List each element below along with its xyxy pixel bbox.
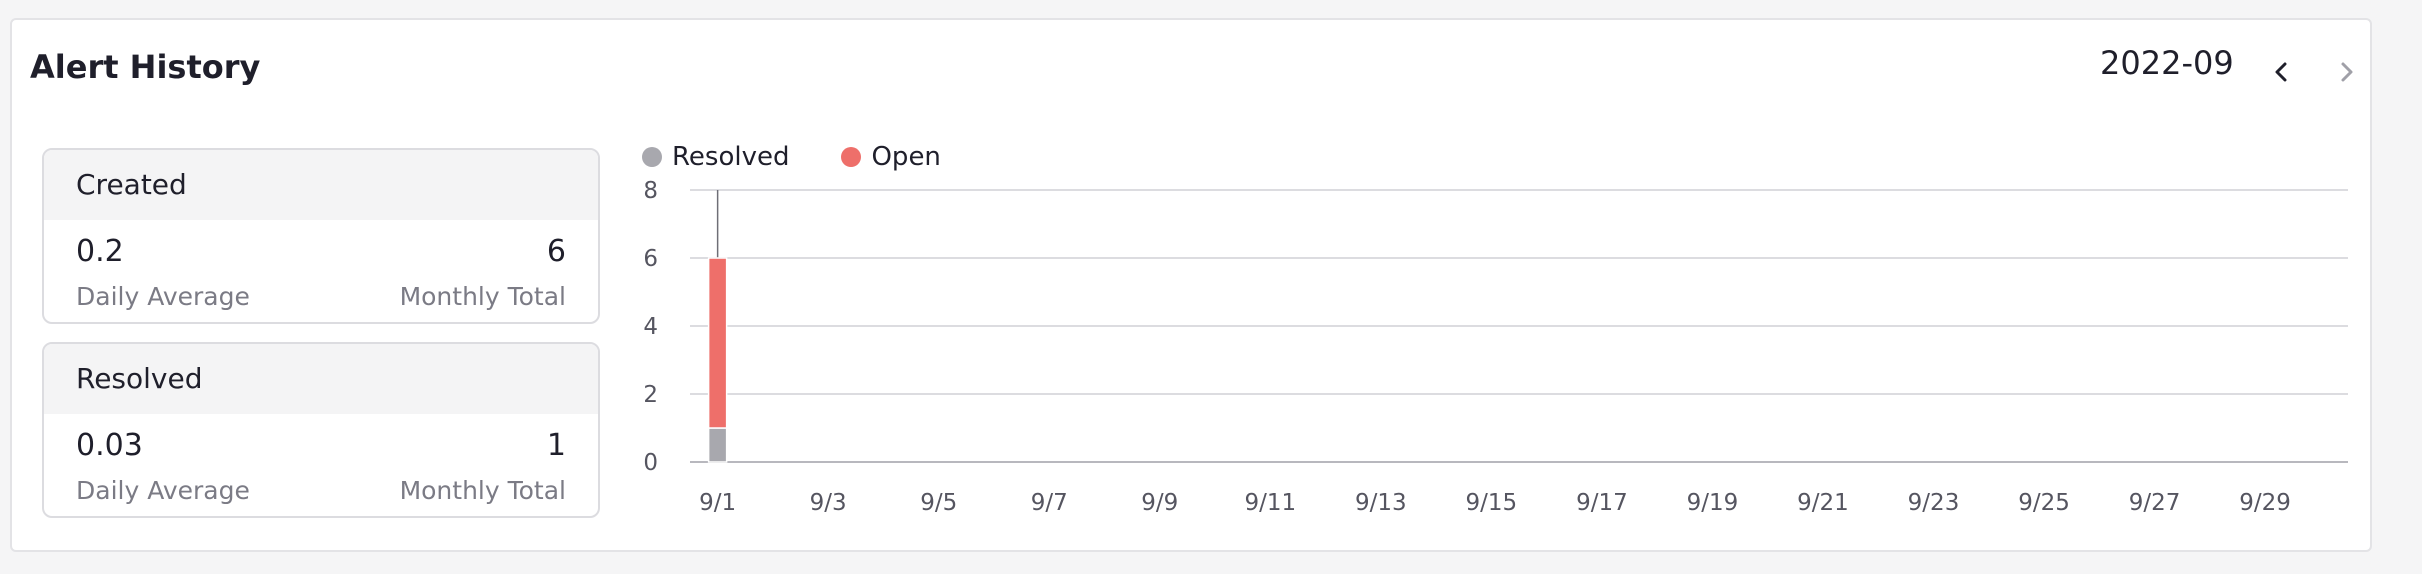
legend-dot-open (841, 147, 862, 167)
y-tick-label: 0 (643, 450, 658, 476)
x-tick-label: 9/25 (2018, 490, 2070, 516)
legend-label-resolved: Resolved (672, 142, 790, 172)
resolved-monthly-total-caption: Monthly Total (399, 476, 566, 505)
resolved-stat-card: Resolved 0.03 1 Daily Average Monthly To… (42, 342, 600, 518)
resolved-daily-average-value: 0.03 (76, 428, 143, 463)
created-daily-average-value: 0.2 (76, 234, 124, 269)
x-tick-label: 9/27 (2129, 490, 2181, 516)
panel-title: Alert History (30, 48, 261, 86)
x-tick-label: 9/7 (1031, 490, 1068, 516)
chevron-right-icon (2341, 62, 2353, 82)
created-daily-average-caption: Daily Average (76, 282, 250, 311)
x-tick-label: 9/1 (699, 490, 736, 516)
x-tick-label: 9/17 (1576, 490, 1628, 516)
x-tick-label: 9/5 (920, 490, 957, 516)
resolved-stat-label: Resolved (44, 344, 598, 414)
chart-legend: Resolved Open (642, 142, 993, 172)
bar-open (707, 257, 728, 429)
created-stat-label: Created (44, 150, 598, 220)
chevron-left-icon (2275, 62, 2287, 82)
bar-resolved (707, 427, 728, 463)
x-tick-label: 9/21 (1797, 490, 1849, 516)
y-tick-label: 2 (643, 382, 658, 408)
y-tick-label: 6 (643, 246, 658, 272)
y-tick-label: 4 (643, 314, 658, 340)
created-monthly-total-caption: Monthly Total (399, 282, 566, 311)
created-monthly-total-value: 6 (546, 234, 566, 269)
legend-item-resolved[interactable]: Resolved (642, 142, 789, 172)
month-label: 2022-09 (2100, 44, 2234, 82)
x-tick-label: 9/15 (1466, 490, 1518, 516)
x-tick-label: 9/9 (1141, 490, 1178, 516)
next-month-button[interactable] (2326, 52, 2366, 92)
y-tick-label: 8 (643, 178, 658, 204)
resolved-monthly-total-value: 1 (546, 428, 566, 463)
x-tick-label: 9/3 (810, 490, 847, 516)
x-tick-label: 9/13 (1355, 490, 1407, 516)
x-tick-label: 9/23 (1908, 490, 1960, 516)
x-tick-label: 9/11 (1244, 490, 1296, 516)
created-stat-card: Created 0.2 6 Daily Average Monthly Tota… (42, 148, 600, 324)
resolved-daily-average-caption: Daily Average (76, 476, 250, 505)
legend-item-open[interactable]: Open (841, 142, 941, 172)
x-tick-label: 9/19 (1687, 490, 1739, 516)
x-tick-label: 9/29 (2239, 490, 2291, 516)
prev-month-button[interactable] (2262, 52, 2302, 92)
legend-dot-resolved (642, 147, 662, 167)
legend-label-open: Open (871, 142, 941, 172)
